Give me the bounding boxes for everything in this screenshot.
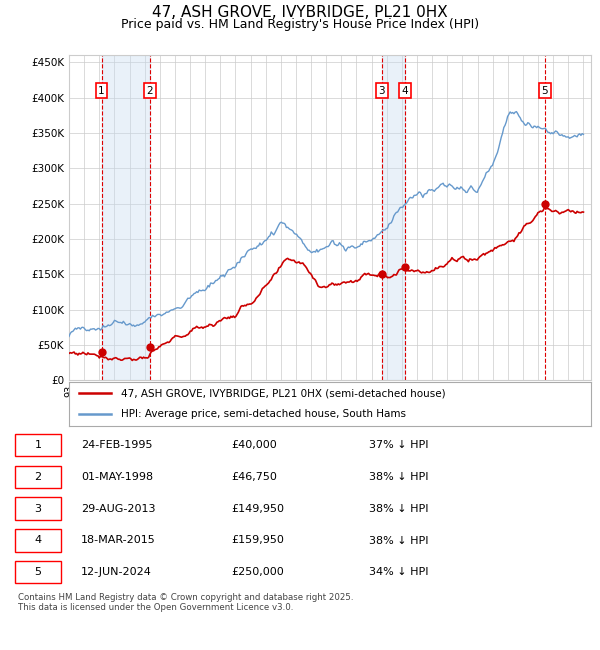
Text: 34% ↓ HPI: 34% ↓ HPI <box>369 567 428 577</box>
Text: 24-FEB-1995: 24-FEB-1995 <box>81 440 152 450</box>
Text: 01-MAY-1998: 01-MAY-1998 <box>81 472 153 482</box>
FancyBboxPatch shape <box>15 434 61 456</box>
Text: 38% ↓ HPI: 38% ↓ HPI <box>369 472 428 482</box>
Text: HPI: Average price, semi-detached house, South Hams: HPI: Average price, semi-detached house,… <box>121 409 406 419</box>
Text: Price paid vs. HM Land Registry's House Price Index (HPI): Price paid vs. HM Land Registry's House … <box>121 18 479 31</box>
Text: 47, ASH GROVE, IVYBRIDGE, PL21 0HX: 47, ASH GROVE, IVYBRIDGE, PL21 0HX <box>152 5 448 20</box>
Text: 4: 4 <box>34 536 41 545</box>
Text: 3: 3 <box>378 86 385 96</box>
FancyBboxPatch shape <box>15 497 61 520</box>
Text: 4: 4 <box>402 86 409 96</box>
Text: £250,000: £250,000 <box>231 567 284 577</box>
Text: 29-AUG-2013: 29-AUG-2013 <box>81 504 155 514</box>
Text: 18-MAR-2015: 18-MAR-2015 <box>81 536 156 545</box>
Bar <box>382 55 405 380</box>
Text: 1: 1 <box>98 86 105 96</box>
Text: 2: 2 <box>34 472 41 482</box>
Bar <box>101 55 149 380</box>
Text: 5: 5 <box>34 567 41 577</box>
Text: 47, ASH GROVE, IVYBRIDGE, PL21 0HX (semi-detached house): 47, ASH GROVE, IVYBRIDGE, PL21 0HX (semi… <box>121 389 446 398</box>
Text: 37% ↓ HPI: 37% ↓ HPI <box>369 440 428 450</box>
Text: £159,950: £159,950 <box>231 536 284 545</box>
FancyBboxPatch shape <box>15 529 61 552</box>
Text: 12-JUN-2024: 12-JUN-2024 <box>81 567 152 577</box>
Text: 1: 1 <box>34 440 41 450</box>
Text: 5: 5 <box>542 86 548 96</box>
FancyBboxPatch shape <box>15 561 61 584</box>
Text: £149,950: £149,950 <box>231 504 284 514</box>
Text: £46,750: £46,750 <box>231 472 277 482</box>
Text: 3: 3 <box>34 504 41 514</box>
Text: £40,000: £40,000 <box>231 440 277 450</box>
FancyBboxPatch shape <box>15 465 61 488</box>
Text: 38% ↓ HPI: 38% ↓ HPI <box>369 536 428 545</box>
Text: 2: 2 <box>146 86 153 96</box>
Text: 38% ↓ HPI: 38% ↓ HPI <box>369 504 428 514</box>
Text: Contains HM Land Registry data © Crown copyright and database right 2025.
This d: Contains HM Land Registry data © Crown c… <box>18 593 353 612</box>
